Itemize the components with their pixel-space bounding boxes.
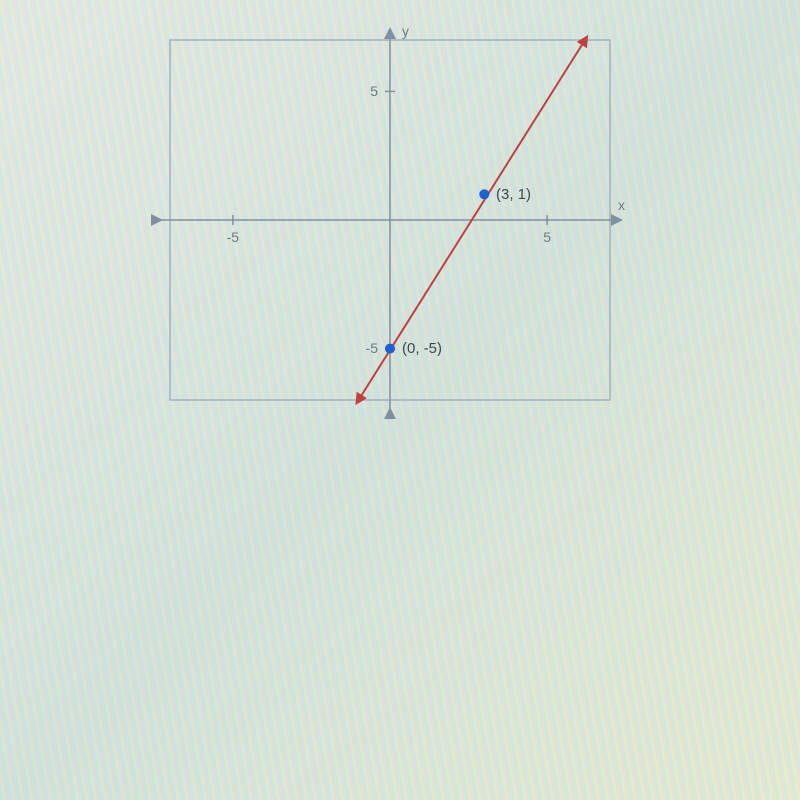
- coordinate-plane-chart: -5 5 5 -5 y x (3, 1) (0, -5): [140, 20, 640, 420]
- tick-label-x-pos5: 5: [543, 229, 551, 245]
- tick-label-x-neg5: -5: [227, 229, 240, 245]
- x-axis-label: x: [618, 197, 625, 213]
- tick-label-y-neg5: -5: [366, 340, 379, 356]
- chart-svg: -5 5 5 -5 y x (3, 1) (0, -5): [140, 20, 640, 420]
- tick-label-y-pos5: 5: [370, 83, 378, 99]
- point-label-3-1: (3, 1): [496, 186, 531, 203]
- point-3-1: [479, 189, 489, 199]
- point-label-0-neg5: (0, -5): [402, 340, 442, 357]
- y-axis-label: y: [402, 23, 409, 39]
- point-0-neg5: [385, 344, 395, 354]
